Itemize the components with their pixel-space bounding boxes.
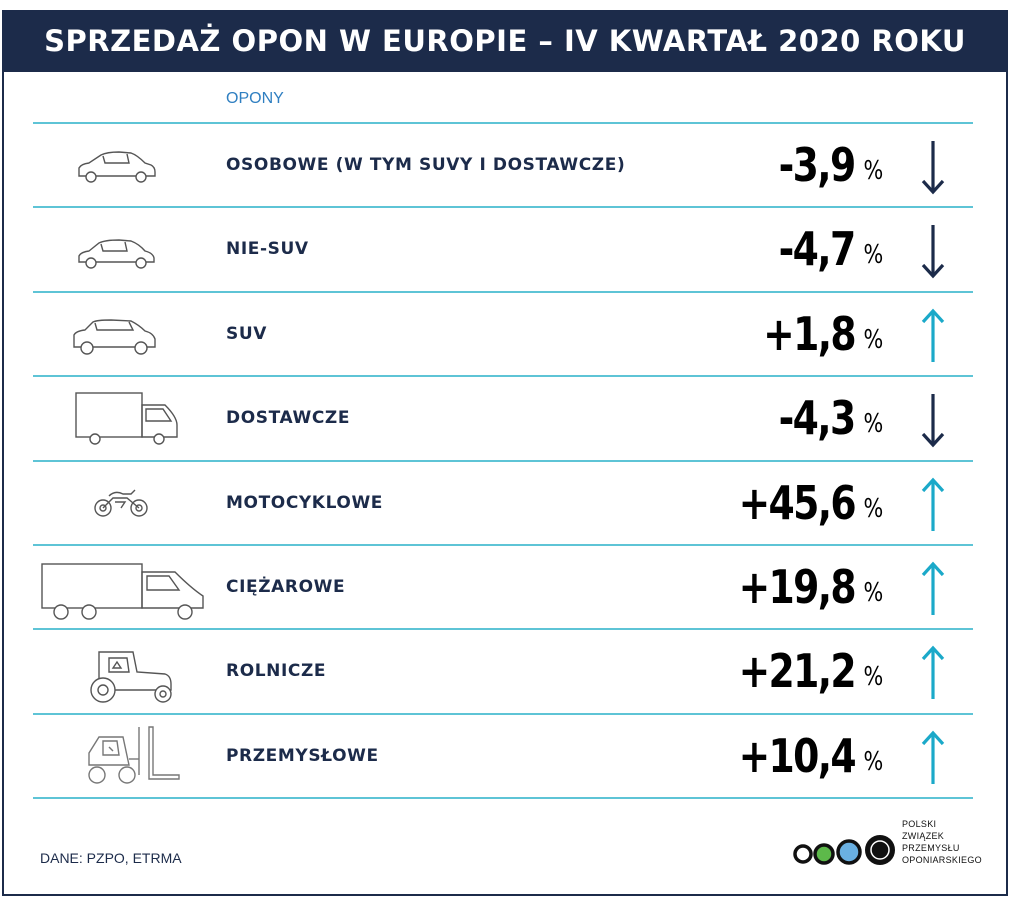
percent-sign: % (863, 156, 884, 186)
logo-ring-4-inner (870, 840, 890, 860)
percent-sign: % (863, 746, 884, 777)
arrow-up-icon (921, 561, 945, 615)
arrow-up-icon (921, 308, 945, 362)
van-icon (75, 392, 178, 445)
row-label: OSOBOWE (W TYM SUVY I DOSTAWCZE) (226, 155, 626, 175)
row-label: DOSTAWCZE (226, 408, 351, 429)
row-divider (33, 459, 973, 462)
table-row: CIĘŻAROWE +19,8% (33, 546, 973, 628)
title-bar: SPRZEDAŻ OPON W EUROPIE – IV KWARTAŁ 202… (2, 10, 1008, 72)
percent-sign: % (863, 409, 884, 440)
logo-line-2: ZWIĄZEK (902, 831, 945, 841)
pzpo-logo (793, 835, 895, 865)
row-label: SUV (226, 323, 268, 344)
arrow-up-icon (921, 477, 945, 531)
data-label: +45,6 (738, 475, 857, 530)
logo-line-3: PRZEMYSŁU (902, 843, 960, 853)
data-label: +21,2 (738, 644, 857, 699)
logo-line-1: POLSKI (902, 819, 937, 829)
source-note: DANE: PZPO, ETRMA (40, 850, 182, 866)
row-divider (33, 712, 973, 715)
motorcycle-icon (94, 489, 148, 517)
row-divider (33, 290, 973, 293)
data-label: +10,4 (738, 728, 857, 783)
logo-line-4: OPONIARSKIEGO (902, 855, 982, 865)
column-header: OPONY (226, 90, 284, 107)
row-divider (33, 797, 973, 800)
row-label: MOTOCYKLOWE (226, 492, 384, 513)
logo-ring-2 (813, 843, 835, 865)
row-label: NIE-SUV (226, 239, 309, 260)
tractor-icon (90, 651, 172, 704)
suv-icon (73, 319, 156, 355)
data-label: +1,8 (763, 306, 857, 361)
percent-sign: % (863, 493, 884, 524)
table-row: SUV +1,8% (33, 293, 973, 375)
table-row: PRZEMYSŁOWE +10,4% (33, 715, 973, 797)
page-title: SPRZEDAŻ OPON W EUROPIE – IV KWARTAŁ 202… (44, 24, 966, 58)
row-divider (33, 375, 973, 378)
row-divider (33, 628, 973, 631)
car-icon (78, 151, 156, 183)
row-divider (33, 206, 973, 209)
table-row: DOSTAWCZE -4,3% (33, 377, 973, 459)
logo-ring-3 (836, 839, 862, 865)
percent-sign: % (863, 662, 884, 693)
table-row: MOTOCYKLOWE +45,6% (33, 462, 973, 544)
table-row: ROLNICZE +21,2% (33, 630, 973, 712)
row-divider (33, 122, 973, 124)
percent-sign: % (863, 578, 884, 608)
data-label: -4,7 (779, 222, 857, 277)
table-row: NIE-SUV -4,7% (33, 208, 973, 290)
arrow-up-icon (921, 730, 945, 784)
arrow-down-icon (921, 394, 945, 448)
row-label: ROLNICZE (226, 661, 327, 682)
row-divider (33, 544, 973, 546)
arrow-up-icon (921, 646, 945, 700)
logo-text: POLSKI ZWIĄZEK PRZEMYSŁU OPONIARSKIEGO (902, 818, 982, 866)
table-row: OSOBOWE (W TYM SUVY I DOSTAWCZE) -3,9% (33, 124, 973, 206)
row-label: PRZEMYSŁOWE (226, 745, 379, 766)
truck-icon (41, 563, 204, 620)
hatchback-icon (78, 239, 155, 270)
row-label: CIĘŻAROWE (226, 577, 346, 597)
data-label: -4,3 (779, 391, 857, 446)
data-label: +19,8 (738, 560, 857, 614)
percent-sign: % (863, 240, 884, 271)
data-label: -3,9 (779, 138, 857, 192)
arrow-down-icon (921, 225, 945, 279)
forklift-icon (88, 726, 180, 784)
logo-ring-1 (793, 844, 813, 864)
percent-sign: % (863, 324, 884, 355)
arrow-down-icon (921, 141, 945, 195)
